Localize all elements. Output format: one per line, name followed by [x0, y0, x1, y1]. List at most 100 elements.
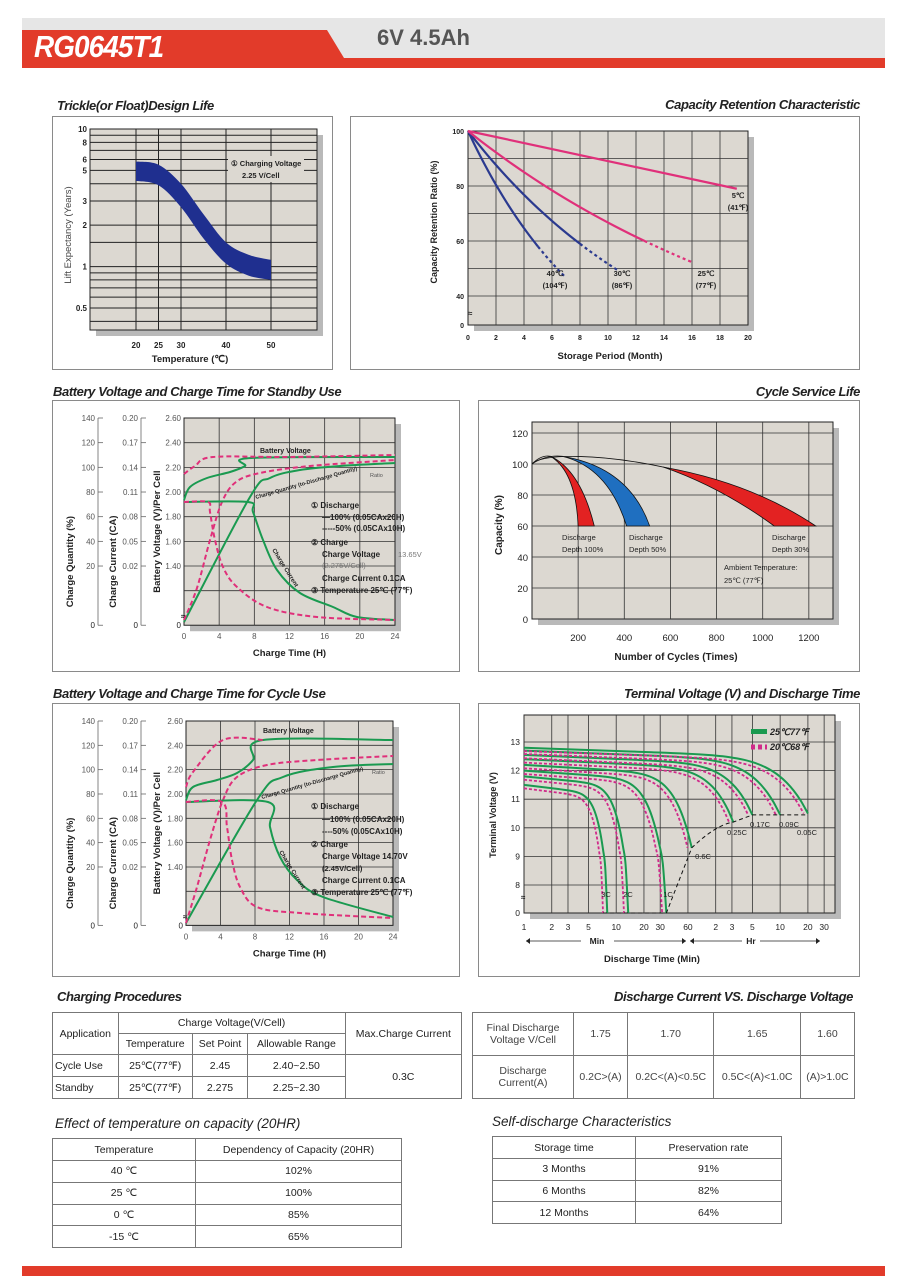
charge-current-curve-100 [183, 500, 396, 621]
y-tick-label: 6 [83, 156, 88, 165]
x-tick-label: 60 [683, 922, 693, 932]
row-label-current: Discharge Current(A) [472, 1055, 574, 1099]
label-line: Voltage V/Cell [490, 1034, 556, 1046]
quantity-tick-label: 20 [86, 863, 95, 872]
current-tick-label: 0.20 [122, 717, 138, 726]
cell-rate: 82% [635, 1179, 782, 1203]
y-tick-label: 12 [511, 766, 521, 776]
voltage-tick-label: 1.60 [167, 839, 183, 848]
axis-break-icon: ≈ [468, 309, 473, 318]
curve-label: 25℃ [698, 269, 715, 278]
model-title: RG0645T1 [34, 29, 164, 64]
design-life-title: Trickle(or Float)Design Life [57, 98, 214, 113]
cell-capacity: 100% [195, 1181, 402, 1205]
cell-range: 2.40~2.50 [247, 1054, 346, 1077]
charge-current-curve-50 [183, 500, 396, 621]
discharge-curve-25c [523, 769, 668, 914]
footer-red-bar [22, 1266, 885, 1276]
charging-procedures-table: Application Charge Voltage(V/Cell) Max.C… [52, 1012, 463, 1099]
cell-storage: 6 Months [492, 1179, 636, 1203]
note-text: —100% (0.05CAx20H) [322, 815, 405, 824]
x-tick-label: 20 [132, 341, 141, 350]
header-charge-voltage: Charge Voltage(V/Cell) [117, 1012, 346, 1034]
hr-label: Hr [746, 936, 756, 946]
x-tick-label: 10 [604, 335, 612, 342]
x-tick-label: 200 [570, 633, 586, 644]
x-axis-label: Number of Cycles (Times) [614, 652, 737, 663]
x-tick-label: 0 [184, 932, 189, 941]
y-tick-label: 9 [515, 851, 520, 861]
x-tick-label: 20 [355, 632, 364, 641]
charge-current-curve-100 [185, 799, 394, 918]
cycle-life-band [550, 455, 595, 527]
rate-label: 2C [623, 890, 633, 899]
header-storage: Storage time [492, 1136, 636, 1159]
standby-chart: 1401201008060402000.200.170.140.110.080.… [65, 414, 422, 659]
x-tick-label: 600 [662, 633, 678, 644]
x-tick-label: 0 [182, 632, 187, 641]
x-tick-label: 24 [391, 632, 400, 641]
rate-label: 0.05C [797, 828, 818, 837]
x-tick-label: 16 [320, 932, 329, 941]
x-tick-label: 3 [566, 922, 571, 932]
temperature-effect-table: Temperature Dependency of Capacity (20HR)… [52, 1138, 402, 1248]
quantity-tick-label: 80 [86, 488, 95, 497]
label-line: Current(A) [498, 1077, 548, 1089]
y-tick-label: 5 [83, 166, 88, 175]
cell-storage: 12 Months [492, 1201, 636, 1224]
cell-voltage: 1.75 [572, 1012, 629, 1056]
note-text: Charge Current 0.1CA [322, 876, 406, 885]
cycle-envelope-curve [531, 455, 563, 465]
x-tick-label: 8 [578, 335, 582, 342]
self-discharge-table: Storage time Preservation rate 3 Months 91… [492, 1136, 782, 1224]
table-row: Discharge Current(A) 0.2C>(A) 0.2C<(A)<0.… [472, 1055, 856, 1099]
row-label-voltage: Final Discharge Voltage V/Cell [472, 1012, 574, 1056]
cell-temperature: 25℃(77℉) [117, 1054, 193, 1077]
discharge-cv-title: Discharge Current VS. Discharge Voltage [614, 989, 853, 1004]
quantity-tick-label: 40 [86, 839, 95, 848]
x-tick-label: 10 [611, 922, 621, 932]
cell-voltage: 1.70 [627, 1012, 715, 1056]
retention-chart: 100 80 60 40 00 2 4 6 8 10 12 14 16 18 20 ≈ Storage Peri… [429, 129, 754, 362]
self-discharge-title: Self-discharge Characteristics [492, 1114, 672, 1129]
cell-set-point: 2.45 [191, 1054, 249, 1077]
charge-quantity-curve-100 [183, 462, 396, 623]
header-red-block [22, 30, 344, 68]
voltage-tick-label: 1.80 [167, 814, 183, 823]
note-text: ② Charge [311, 840, 349, 849]
note-text: 2.25 V/Cell [242, 171, 280, 180]
header-set-point: Set Point [191, 1033, 249, 1055]
ambient-label: 25℃ (77℉) [724, 576, 764, 585]
axis-break-icon: ≈ [183, 912, 188, 921]
model-spec: 6V 4.5Ah [377, 25, 470, 50]
x-tick-label: 30 [655, 922, 665, 932]
voltage-tick-label: 2.60 [165, 414, 181, 423]
note-text: ----50% (0.05CAx10H) [322, 827, 403, 836]
discharge-curve-20c [523, 750, 805, 814]
table-row: 6 Months 82% [492, 1179, 782, 1203]
charging-procedures-title: Charging Procedures [57, 989, 182, 1004]
temperature-effect-title: Effect of temperature on capacity (20HR) [55, 1116, 301, 1131]
voltage-tick-label: 1.40 [167, 863, 183, 872]
discharge-curve-20c [523, 757, 749, 816]
current-tick-label: 0.11 [123, 488, 139, 497]
band-label: Depth 30% [772, 545, 809, 554]
x-tick-label: 50 [267, 341, 276, 350]
x-tick-label: 30 [819, 922, 829, 932]
charge-quantity-curve-50 [183, 459, 396, 621]
retention-curve-extrapolated [579, 242, 619, 272]
quantity-tick-label: 20 [86, 562, 95, 571]
x-axis-label: Charge Time (H) [253, 648, 326, 659]
note-text: 13.65V [398, 550, 422, 559]
quantity-tick-label: 80 [86, 790, 95, 799]
discharge-curve-25c [523, 763, 693, 849]
voltage-tick-label: 0 [177, 621, 182, 630]
y-tick-label: 60 [456, 239, 464, 246]
quantity-tick-label: 140 [82, 414, 96, 423]
voltage-axis-label: Battery Voltage (V)/Per Cell [152, 772, 163, 894]
voltage-tick-label: 2.20 [165, 463, 181, 472]
cell-capacity: 65% [195, 1225, 402, 1248]
x-tick-label: 5 [586, 922, 591, 932]
curve-label: (86℉) [612, 281, 633, 290]
